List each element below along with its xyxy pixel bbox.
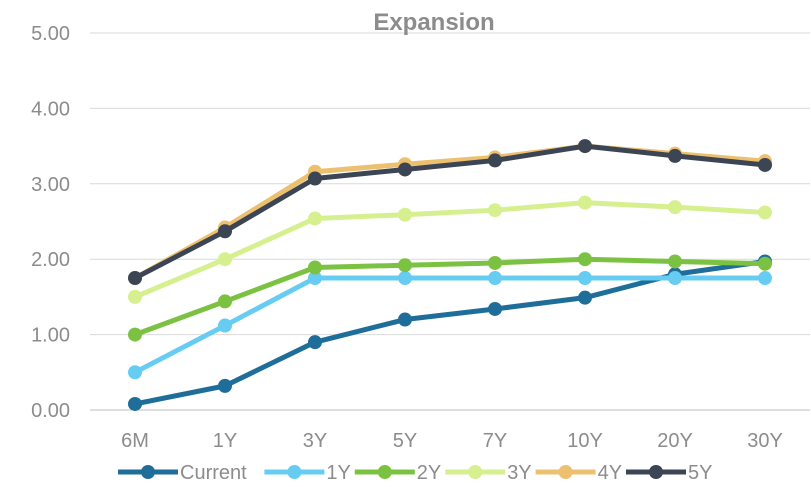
data-point (488, 271, 502, 286)
data-point (128, 327, 142, 342)
legend-item: 2Y (354, 462, 441, 484)
data-point (488, 203, 502, 218)
data-point (218, 318, 232, 333)
data-point (218, 294, 232, 309)
legend-item: 3Y (445, 462, 532, 484)
y-tick-label: 4.00 (31, 98, 70, 120)
data-point (488, 255, 502, 270)
data-point (308, 260, 322, 275)
x-tick-label: 7Y (483, 430, 507, 452)
y-tick-label: 5.00 (31, 23, 70, 45)
legend-item: Current (118, 462, 247, 484)
legend-swatch-marker (468, 465, 483, 479)
gridlines (90, 32, 810, 411)
y-tick-label: 2.00 (31, 249, 70, 271)
legend-item: 1Y (264, 462, 351, 484)
data-point (578, 271, 592, 286)
legend-label: 5Y (688, 462, 712, 484)
legend-label: 2Y (417, 462, 441, 484)
data-point (488, 301, 502, 316)
legend-swatch-marker (558, 465, 573, 479)
series-1y (128, 271, 772, 380)
series-5y (128, 139, 772, 286)
x-tick-label: 3Y (303, 430, 327, 452)
series-line (132, 200, 768, 300)
data-point (758, 205, 772, 220)
data-point (398, 162, 412, 177)
data-point (668, 254, 682, 269)
legend-item: 4Y (535, 462, 622, 484)
data-point (578, 195, 592, 210)
data-point (398, 312, 412, 327)
data-point (578, 139, 592, 154)
data-point (308, 171, 322, 186)
data-point (488, 153, 502, 168)
data-point (758, 256, 772, 271)
series-layer (128, 139, 772, 411)
x-tick-label: 30Y (747, 430, 783, 452)
legend-label: Current (180, 462, 247, 484)
data-point (758, 271, 772, 286)
series-line (132, 275, 768, 375)
x-tick-label: 20Y (657, 430, 693, 452)
legend-swatch-marker (287, 465, 302, 479)
data-point (308, 211, 322, 226)
data-point (308, 335, 322, 350)
series-2y (128, 252, 772, 342)
series-3y (128, 195, 772, 304)
legend: Current 1Y 2Y 3Y 4Y 5Y (118, 462, 712, 484)
series-line (132, 143, 768, 281)
data-point (218, 252, 232, 267)
data-point (398, 207, 412, 222)
data-point (398, 271, 412, 286)
chart-title: Expansion (373, 9, 494, 36)
data-point (668, 200, 682, 215)
legend-swatch-marker (141, 465, 155, 479)
y-tick-label: 0.00 (31, 400, 70, 422)
y-axis-tick-labels: 0.00 1.00 2.00 3.00 4.00 5.00 (31, 23, 70, 422)
y-tick-label: 1.00 (31, 325, 70, 347)
data-point (218, 224, 232, 239)
x-tick-label: 5Y (393, 430, 417, 452)
data-point (218, 378, 232, 393)
data-point (668, 271, 682, 286)
data-point (668, 148, 682, 163)
legend-swatch-marker (649, 465, 663, 479)
data-point (308, 271, 322, 286)
data-point (128, 396, 142, 411)
data-point (758, 157, 772, 172)
x-tick-label: 6M (121, 430, 149, 452)
y-tick-label: 3.00 (31, 174, 70, 196)
data-point (128, 271, 142, 286)
legend-item: 5Y (626, 462, 712, 484)
data-point (128, 365, 142, 380)
legend-swatch-marker (377, 465, 392, 479)
data-point (398, 258, 412, 273)
data-point (578, 290, 592, 305)
legend-label: 4Y (598, 462, 622, 484)
legend-label: 3Y (507, 462, 531, 484)
series-line (132, 256, 768, 338)
data-point (578, 252, 592, 267)
x-tick-label: 10Y (567, 430, 603, 452)
x-axis-tick-labels: 6M 1Y 3Y 5Y 7Y 10Y 20Y 30Y (121, 430, 783, 452)
x-tick-label: 1Y (213, 430, 237, 452)
legend-label: 1Y (326, 462, 350, 484)
data-point (128, 289, 142, 304)
